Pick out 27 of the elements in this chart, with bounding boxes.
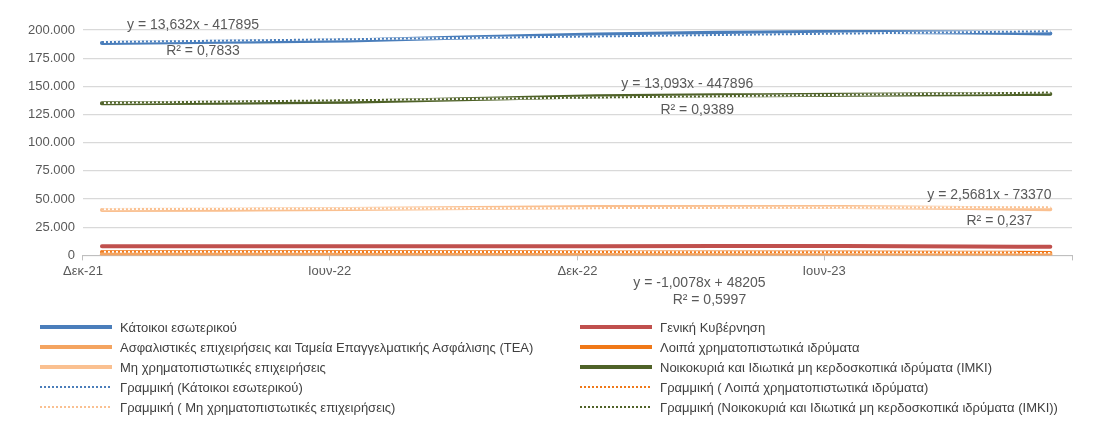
legend-label: Μη χρηματοπιστωτικές επιχειρήσεις	[120, 359, 326, 375]
x-tick-label: Δεκ-21	[63, 262, 103, 278]
annotation: y = 2,5681x - 73370 R² = 0,237	[927, 185, 1052, 228]
y-tick-label: 25.000	[35, 218, 75, 234]
legend-label: Γραμμική (Νοικοκυριά και Ιδιωτικά μη κερδοσκοπικά ιδρύματα (ΙΜΚΙ))	[660, 399, 1058, 415]
y-tick-label: 0	[67, 246, 75, 262]
x-tick-label: Δεκ-22	[557, 262, 598, 278]
legend-label: Γραμμική (Κάτοικοι εσωτερικού)	[120, 379, 303, 395]
legend-label: Γραμμική ( Λοιπά χρηματοπιστωτικά ιδρύματα)	[660, 379, 929, 395]
y-tick-label: 125.000	[27, 106, 75, 122]
y-tick-label: 50.000	[35, 190, 75, 206]
y-tick-label: 150.000	[27, 77, 75, 93]
x-tick-label: Ιουν-22	[307, 262, 352, 278]
legend-label: Κάτοικοι εσωτερικού	[120, 319, 237, 335]
annotation: y = -1,0078x + 48205 R² = 0,5997	[633, 274, 766, 308]
legend-label: Νοικοκυριά και Ιδιωτικά μη κερδοσκοπικά ιδρύματα (ΙΜΚΙ)	[660, 359, 992, 375]
y-tick-label: 100.000	[27, 134, 75, 150]
x-tick-label: Ιουν-23	[802, 262, 846, 278]
y-tick-label: 175.000	[27, 49, 75, 65]
y-tick-label: 200.000	[27, 21, 75, 37]
legend-label: Γραμμική ( Μη χρηματοπιστωτικές επιχειρήσεις)	[120, 399, 396, 415]
annotation: y = 13,093x - 447896 R² = 0,9389	[621, 75, 754, 118]
legend-label: Ασφαλιστικές επιχειρήσεις και Ταμεία Επαγγελματικής Ασφάλισης (ΤΕΑ)	[120, 339, 534, 355]
y-tick-label: 75.000	[35, 162, 75, 178]
legend-label: Λοιπά χρηματοπιστωτικά ιδρύματα	[660, 339, 860, 355]
annotation: y = 13,632x - 417895 R² = 0,7833	[127, 15, 260, 58]
legend-label: Γενική Κυβέρνηση	[660, 319, 766, 335]
